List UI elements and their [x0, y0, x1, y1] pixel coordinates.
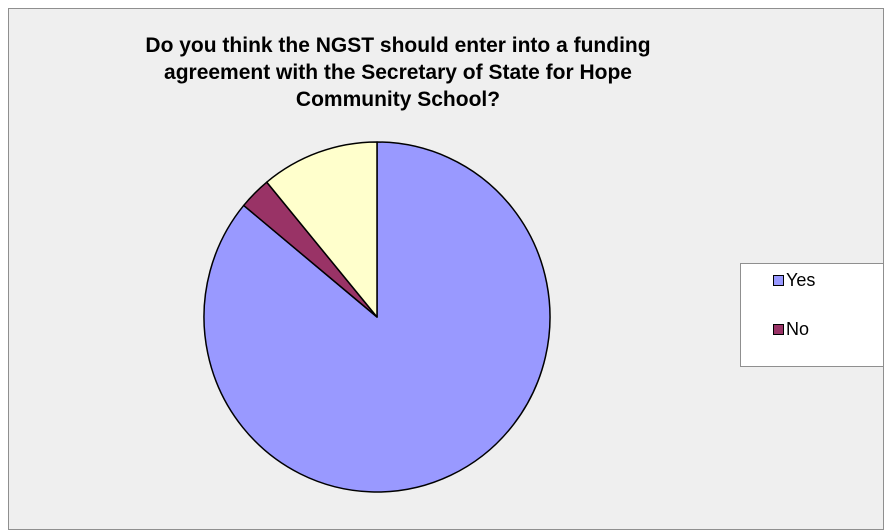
legend: Yes No: [740, 263, 884, 367]
legend-item-no: No: [773, 318, 809, 340]
legend-label-no: No: [786, 318, 810, 339]
pie-slice-unlabeled: [265, 141, 378, 318]
legend-label-yes: Yes: [786, 269, 816, 290]
legend-swatch-no: [773, 323, 784, 335]
legend-swatch-yes: [773, 274, 784, 286]
legend-item-yes: Yes: [773, 269, 815, 291]
chart-title: Do you think the NGST should enter into …: [145, 34, 651, 111]
